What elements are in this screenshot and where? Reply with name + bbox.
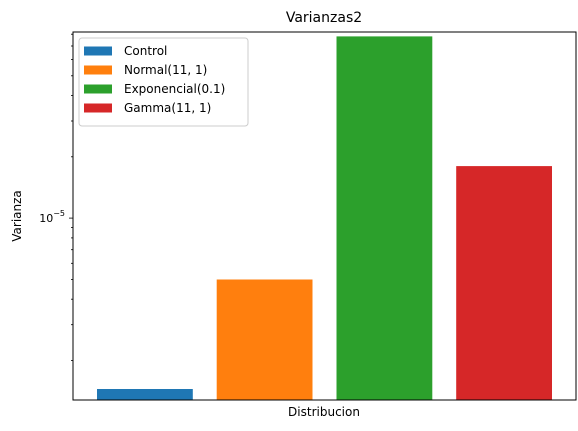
legend-box bbox=[78, 37, 249, 127]
bar-gamma-11-1 bbox=[456, 166, 552, 400]
legend-swatch bbox=[84, 103, 112, 113]
y-tick-label: 10−5 bbox=[39, 209, 65, 225]
legend-swatch bbox=[84, 65, 112, 75]
legend-label: Exponencial(0.1) bbox=[124, 82, 225, 96]
legend-swatch bbox=[84, 46, 112, 56]
legend-label: Control bbox=[124, 44, 167, 58]
bars-group bbox=[97, 36, 552, 401]
y-axis-ticks: 10−5 bbox=[39, 33, 73, 361]
y-axis-label: Varianza bbox=[10, 190, 24, 242]
x-axis-label: Distribucion bbox=[288, 405, 360, 419]
chart-title: Varianzas2 bbox=[286, 10, 362, 26]
legend-label: Gamma(11, 1) bbox=[124, 101, 211, 115]
legend: Control Normal(11, 1) Exponencial(0.1) Gamm… bbox=[78, 37, 249, 127]
bar-control bbox=[97, 389, 193, 400]
legend-swatch bbox=[84, 84, 112, 94]
plot-frame bbox=[72, 31, 577, 401]
bar-exponencial-0-1 bbox=[336, 36, 433, 401]
bar-normal-11-1 bbox=[216, 279, 313, 400]
legend-label: Normal(11, 1) bbox=[124, 63, 207, 77]
